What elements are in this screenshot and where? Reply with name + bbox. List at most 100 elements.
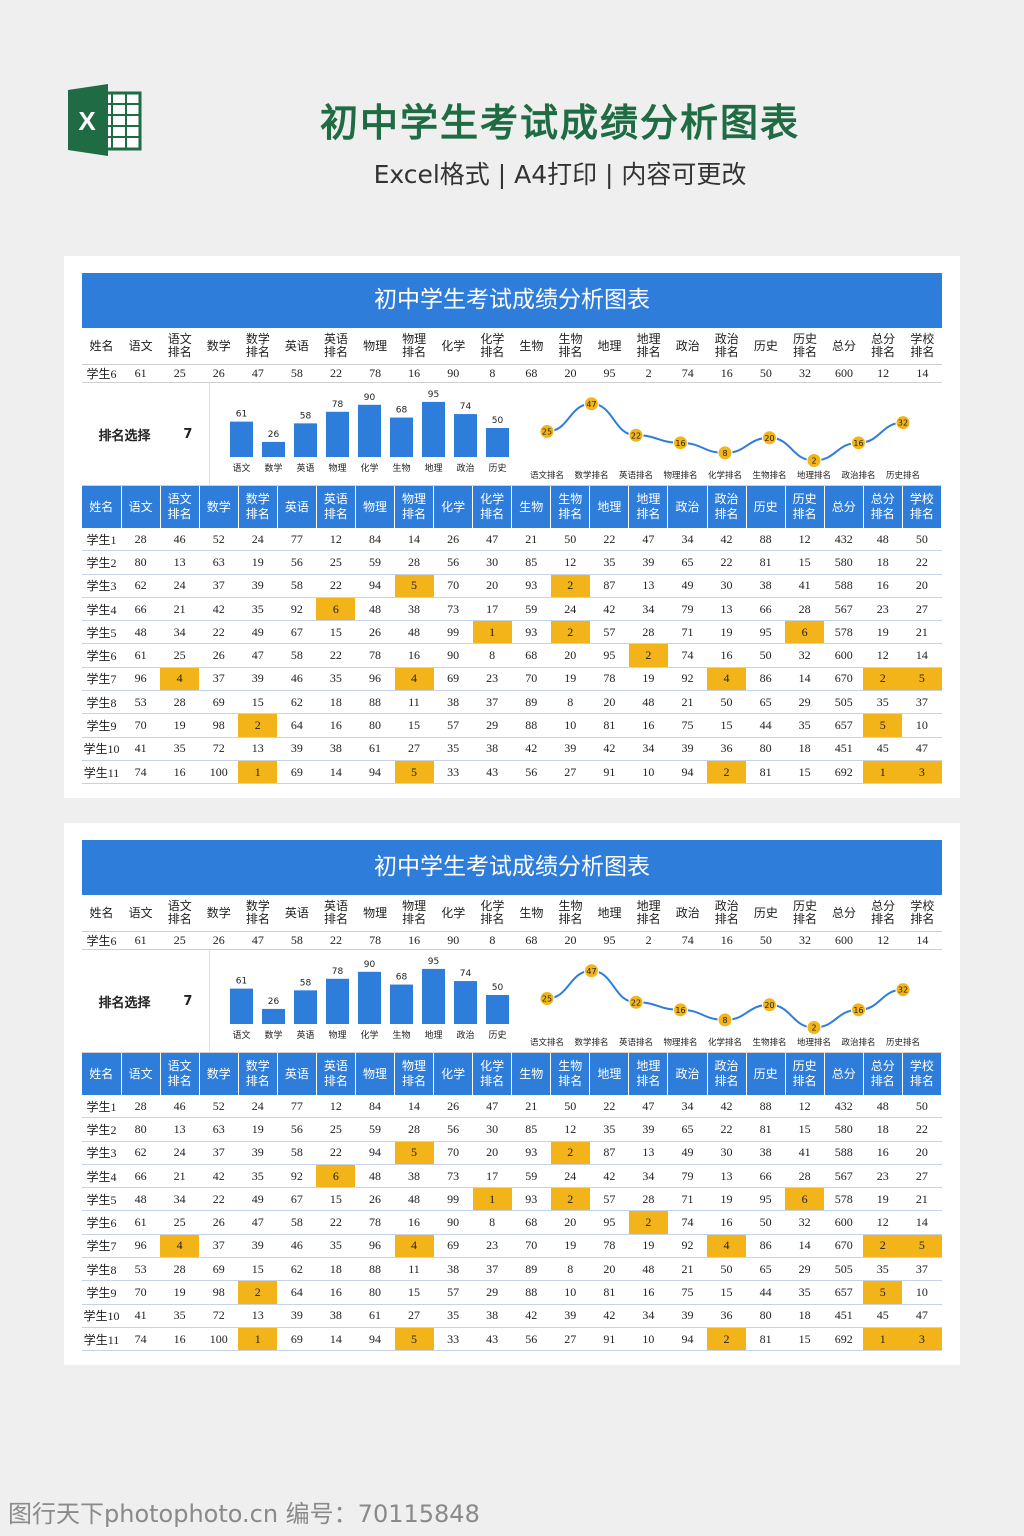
- table-cell: 80: [746, 737, 786, 761]
- score-bar-chart: 61 语文 26 数学 58 英语 78 物理 90 化学 68 生物 95 地理 74 政治 50 历史: [229, 957, 509, 1041]
- page-title: 初中学生考试成绩分析图表: [319, 101, 800, 145]
- column-header: 地理: [590, 895, 630, 932]
- table-cell: 93: [511, 1187, 551, 1212]
- bar-category-label: 物理: [328, 462, 346, 474]
- table-cell: 20: [589, 1257, 629, 1282]
- bar: [261, 441, 285, 457]
- column-header: 数学 排名: [238, 1053, 278, 1095]
- table-cell: 68: [511, 1210, 551, 1235]
- table-cell: 28: [785, 1164, 825, 1189]
- table-cell: 43: [472, 760, 512, 785]
- rank-category-label: 地理排名: [796, 1037, 830, 1048]
- bar: [357, 404, 381, 457]
- table-cell: 12: [550, 1117, 590, 1142]
- column-header: 历史: [746, 486, 786, 528]
- excel-logo-icon: X: [68, 84, 142, 156]
- table-cell: 68: [511, 643, 551, 668]
- rank-selector[interactable]: 排名选择 7: [82, 950, 210, 1052]
- column-header: 姓名: [82, 486, 122, 528]
- table-cell: 16: [316, 1280, 356, 1305]
- table-cell: 16: [160, 1327, 200, 1352]
- table-cell: 学生10: [82, 737, 122, 761]
- chart-area: 排名选择 7 61 语文 26 数学 58 英语 78 物理 90 化学 68 生物 95 地理 74 政治 5…: [82, 950, 942, 1053]
- table-row: 学生4 66 21 42 35 92 6 48 38 73 17 59 24 42 34 79 13 66 28 56…: [82, 1164, 942, 1189]
- sheet-banner: 初中学生考试成绩分析图表: [82, 273, 942, 328]
- table-cell: 49: [238, 620, 278, 645]
- score-table: 姓名 语文 语文 排名 数学 数学 排名 英语 英语 排名 物理 物理 排名 化学 化学 排名 生物生…: [82, 486, 943, 785]
- table-cell: 46: [277, 667, 317, 692]
- table-cell: 48: [863, 1095, 903, 1119]
- table-row: 学生9 70 19 98 2 64 16 80 15 57 29 88 10 81 16 75 15 44 35 65…: [82, 1280, 942, 1305]
- column-header: 总分: [824, 1053, 864, 1095]
- bar-value-label: 61: [236, 977, 247, 987]
- table-cell: 59: [355, 550, 395, 575]
- table-cell: 95: [746, 620, 786, 645]
- table-cell: 91: [589, 1327, 629, 1352]
- table-cell: 57: [589, 620, 629, 645]
- selected-cell: 25: [160, 364, 200, 383]
- table-cell: 38: [433, 1257, 473, 1282]
- column-header: 地理: [589, 1053, 630, 1095]
- table-cell: 98: [199, 1280, 239, 1305]
- table-cell: 70: [511, 1234, 551, 1259]
- table-cell: 58: [277, 1141, 317, 1165]
- rank-point-label: 22: [630, 431, 640, 440]
- table-cell: 12: [863, 643, 903, 668]
- table-cell: 42: [589, 1304, 629, 1328]
- table-cell: 15: [316, 620, 356, 645]
- table-cell: 38: [394, 1164, 434, 1189]
- table-cell: 451: [824, 737, 864, 761]
- table-cell: 37: [472, 690, 512, 715]
- table-cell: 69: [277, 1327, 317, 1352]
- table-cell: 48: [394, 620, 434, 645]
- rank-select-value[interactable]: 7: [183, 993, 193, 1009]
- table-cell: 35: [433, 1304, 473, 1328]
- table-cell: 63: [199, 550, 239, 575]
- selected-student-row: 学生6 61 25 26 47 58 22 78 16 90 8 68 20 95 2 74 16 50 32 600…: [82, 931, 942, 950]
- table-cell: 学生6: [82, 1210, 122, 1235]
- column-header: 英语: [277, 1053, 317, 1095]
- table-cell: 学生5: [82, 1187, 122, 1212]
- table-cell: 48: [355, 1164, 395, 1189]
- table-cell: 96: [121, 1234, 161, 1259]
- table-cell: 88: [355, 690, 395, 715]
- table-cell: 19: [707, 1187, 747, 1212]
- table-cell: 5: [394, 1327, 434, 1352]
- table-header-row: 姓名 语文 语文 排名 数学 数学 排名 英语 英语 排名 物理 物理 排名 化学 化学 排名 生物生…: [82, 486, 943, 528]
- rank-selector[interactable]: 排名选择 7: [82, 383, 210, 485]
- table-cell: 2: [550, 1141, 590, 1165]
- table-cell: 10: [628, 760, 668, 785]
- table-cell: 50: [707, 690, 747, 715]
- column-header: 总分 排名: [863, 895, 903, 932]
- table-cell: 学生4: [82, 1164, 122, 1189]
- table-cell: 学生5: [82, 620, 122, 645]
- table-cell: 14: [902, 643, 942, 668]
- table-cell: 22: [589, 528, 629, 552]
- rank-category-label: 语文排名: [529, 470, 563, 481]
- table-cell: 20: [589, 690, 629, 715]
- table-cell: 73: [433, 1164, 473, 1189]
- table-cell: 93: [511, 574, 551, 598]
- table-row: 学生10 41 35 72 13 39 38 61 27 35 38 42 39 42 34 39 36 80 18…: [82, 1304, 942, 1328]
- column-header: 政治 排名: [707, 486, 747, 528]
- table-cell: 学生11: [82, 1327, 122, 1352]
- rank-select-value[interactable]: 7: [183, 426, 193, 442]
- table-cell: 91: [589, 760, 629, 785]
- table-cell: 41: [121, 1304, 161, 1328]
- table-cell: 61: [121, 643, 161, 668]
- bar-category-label: 化学: [360, 1029, 378, 1041]
- table-cell: 10: [550, 1280, 590, 1305]
- column-header: 历史 排名: [785, 1053, 825, 1095]
- table-cell: 47: [902, 737, 942, 761]
- table-cell: 学生2: [82, 550, 122, 575]
- table-cell: 21: [160, 597, 200, 622]
- sheet-banner: 初中学生考试成绩分析图表: [82, 840, 942, 895]
- bar: [325, 978, 349, 1024]
- bar-value-label: 78: [332, 967, 344, 977]
- table-cell: 学生7: [82, 1234, 122, 1259]
- table-cell: 4: [707, 1234, 747, 1259]
- column-header: 政治: [668, 328, 708, 365]
- selected-cell: 16: [707, 364, 747, 383]
- table-cell: 34: [628, 597, 668, 622]
- table-cell: 100: [199, 760, 239, 785]
